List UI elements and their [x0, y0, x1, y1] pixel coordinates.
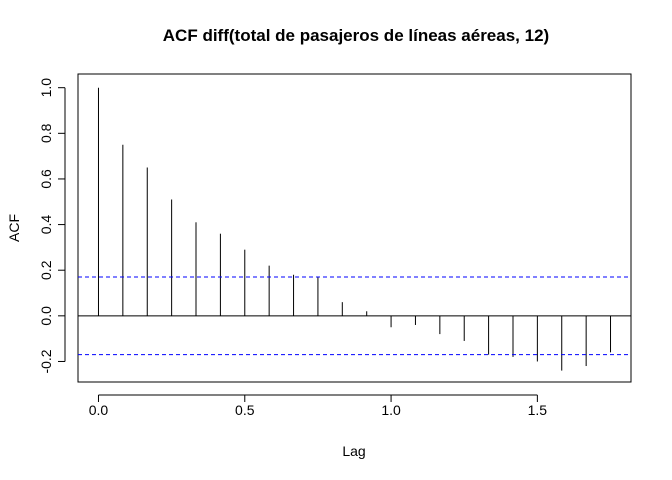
y-tick-label: -0.2 [38, 349, 54, 373]
acf-bars [97, 87, 612, 371]
y-axis-label: ACF [6, 214, 22, 242]
y-tick-label: 1.0 [38, 78, 54, 98]
y-axis: -0.2 0.0 0.2 0.4 0.6 0.8 1.0 [38, 78, 66, 374]
x-tick-label: 0.5 [235, 402, 255, 418]
y-tick-label: 0.6 [38, 169, 54, 189]
x-tick-label: 1.5 [528, 402, 548, 418]
plot-frame [77, 73, 632, 383]
y-tick-label: 0.8 [38, 123, 54, 143]
y-tick-label: 0.2 [38, 260, 54, 280]
x-axis: 0.0 0.5 1.0 1.5 [89, 394, 548, 418]
x-tick-label: 0.0 [89, 402, 109, 418]
x-axis-label: Lag [342, 443, 365, 459]
chart-title: ACF diff(total de pasajeros de líneas aé… [163, 26, 549, 45]
y-tick-label: 0.4 [38, 215, 54, 235]
reference-lines [78, 276, 631, 356]
x-tick-label: 1.0 [381, 402, 401, 418]
y-tick-label: 0.0 [38, 306, 54, 326]
